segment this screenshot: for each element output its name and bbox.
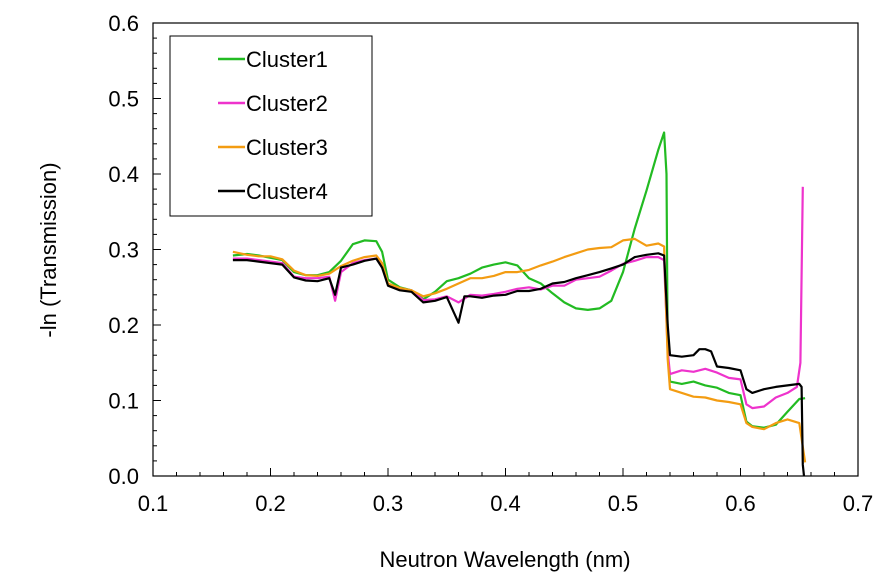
series-line-cluster3 (232, 237, 807, 463)
y-tick-label: 0.6 (108, 11, 139, 36)
x-tick-label: 0.3 (373, 491, 404, 516)
legend: Cluster1 Cluster2 Cluster3 Cluster4 (169, 35, 373, 217)
x-tick-label: 0.7 (843, 491, 874, 516)
x-tick-label: 0.4 (490, 491, 521, 516)
legend-label-cluster4: Cluster4 (246, 179, 328, 204)
x-tick-label: 0.6 (725, 491, 756, 516)
x-axis-title: Neutron Wavelength (nm) (379, 547, 630, 572)
series-line-cluster2 (232, 186, 804, 410)
y-tick-label: 0.2 (108, 313, 139, 338)
legend-label-cluster3: Cluster3 (246, 135, 328, 160)
legend-box (169, 35, 373, 217)
x-tick-label: 0.5 (608, 491, 639, 516)
y-tick-label: 0.5 (108, 87, 139, 112)
y-tick-label: 0.0 (108, 464, 139, 489)
legend-label-cluster2: Cluster2 (246, 91, 328, 116)
series-layer (232, 131, 807, 477)
series-line-cluster1 (232, 131, 806, 429)
y-tick-label: 0.3 (108, 238, 139, 263)
axis-ticks (152, 22, 859, 477)
legend-entries: Cluster1 Cluster2 Cluster3 Cluster4 (218, 47, 328, 204)
axis-tick-labels: 0.1 0.2 0.3 0.4 0.5 0.6 0.70.00.10.20.30.40.50… (108, 11, 873, 516)
y-axis-title: -ln (Transmission) (36, 162, 61, 337)
x-tick-label: 0.1 (138, 491, 169, 516)
x-tick-label: 0.2 (255, 491, 286, 516)
series-line-cluster4 (232, 252, 806, 477)
y-tick-label: 0.4 (108, 162, 139, 187)
legend-label-cluster1: Cluster1 (246, 47, 328, 72)
y-tick-label: 0.1 (108, 389, 139, 414)
